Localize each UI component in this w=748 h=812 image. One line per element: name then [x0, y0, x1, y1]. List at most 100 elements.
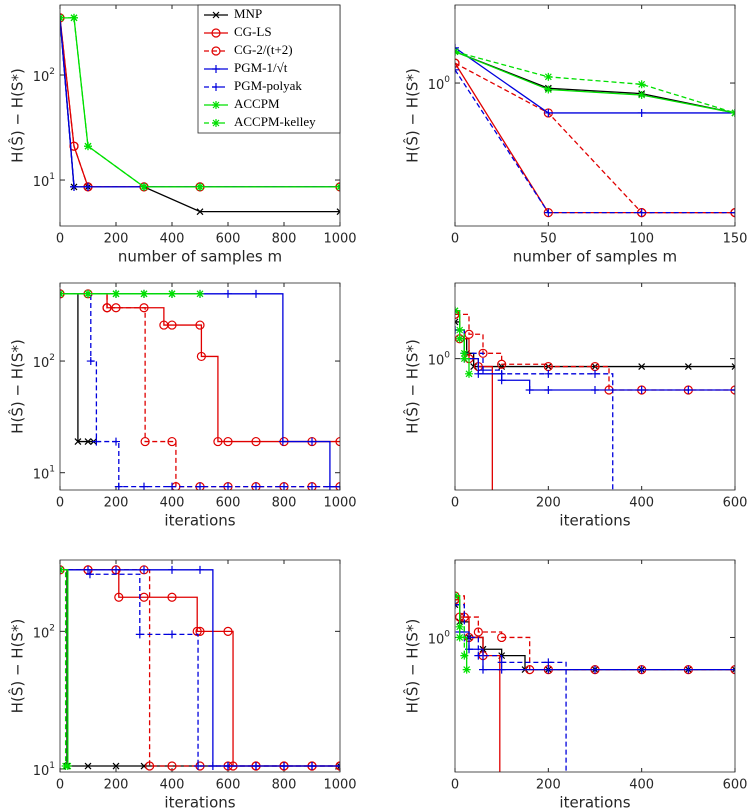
x-tick-label: 600	[216, 778, 241, 793]
marker	[252, 762, 260, 771]
marker	[336, 208, 340, 216]
marker	[112, 762, 120, 770]
panel: 0 200 400 600 800 1000 101 102 number of samples…	[8, 4, 357, 266]
marker	[544, 208, 553, 217]
marker	[112, 437, 120, 446]
marker	[544, 658, 553, 667]
legend-label: PGM-polyak	[234, 78, 302, 93]
x-tick-label: 400	[160, 778, 185, 793]
x-tick-label: 200	[536, 496, 561, 511]
legend-label: CG-LS	[234, 24, 272, 39]
marker	[168, 482, 176, 490]
plot-area	[60, 283, 340, 490]
marker	[168, 630, 176, 639]
marker	[497, 658, 506, 667]
marker	[196, 351, 206, 362]
marker	[497, 632, 507, 643]
marker	[252, 482, 260, 490]
y-axis-label: H(Ŝ) − H(S*)	[8, 619, 27, 714]
marker	[196, 208, 204, 216]
x-tick-label: 200	[104, 232, 129, 247]
marker	[70, 13, 78, 22]
y-tick-label: 100	[428, 350, 451, 368]
marker	[114, 592, 124, 602]
marker	[455, 601, 459, 609]
marker	[455, 318, 459, 326]
plot-area	[60, 560, 340, 772]
marker	[61, 762, 70, 771]
marker	[84, 289, 92, 298]
plot-frame	[454, 559, 736, 773]
marker	[145, 761, 155, 771]
x-tick-label: 150	[723, 232, 748, 247]
marker	[140, 436, 150, 447]
plot-frame	[59, 282, 341, 491]
x-tick-label: 400	[629, 778, 654, 793]
marker	[637, 108, 646, 117]
marker	[455, 65, 459, 74]
x-tick-label: 1000	[323, 232, 356, 247]
marker	[308, 437, 316, 446]
marker	[460, 349, 469, 358]
panel: 0 200 400 600 800 1000 101 102 iterations H(Ŝ) − …	[8, 559, 357, 812]
marker	[473, 627, 483, 637]
marker	[196, 182, 204, 191]
panel: 0 200 400 600 800 1000 101 102 iterations H(Ŝ) − …	[8, 282, 357, 530]
marker	[591, 665, 599, 674]
x-tick-label: 400	[629, 496, 654, 511]
marker	[112, 289, 120, 298]
x-tick-label: 0	[451, 496, 459, 511]
legend-label: CG-2/(t+2)	[234, 42, 293, 57]
y-tick-label: 102	[33, 353, 55, 371]
plot-lines	[455, 591, 735, 772]
plot-lines	[60, 13, 340, 216]
marker	[488, 530, 496, 538]
marker	[251, 436, 261, 447]
marker	[455, 334, 464, 343]
x-tick-label: 200	[104, 778, 129, 793]
legend-label: ACCPM	[234, 96, 280, 111]
marker	[196, 565, 204, 574]
marker	[455, 633, 464, 642]
series-line	[455, 604, 567, 772]
legend-label: ACCPM-kelley	[234, 114, 316, 129]
marker	[112, 565, 120, 574]
series-line	[455, 51, 735, 114]
marker	[684, 665, 693, 674]
marker	[497, 359, 507, 369]
marker	[731, 666, 735, 674]
x-tick-label: 0	[56, 496, 64, 511]
series-line	[455, 51, 735, 114]
plot-lines	[455, 43, 735, 218]
x-tick-label: 600	[723, 496, 748, 511]
y-tick-label: 100	[428, 629, 451, 647]
marker	[196, 289, 204, 298]
marker	[195, 320, 205, 330]
y-axis-label: H(Ŝ) − H(S*)	[403, 68, 422, 163]
marker	[211, 28, 221, 38]
marker	[335, 436, 340, 447]
marker	[168, 289, 176, 298]
marker	[196, 482, 204, 490]
plot-frame	[59, 559, 341, 773]
series-line	[455, 47, 735, 114]
y-tick-label: 101	[33, 760, 55, 778]
marker	[455, 600, 459, 609]
marker	[114, 482, 123, 490]
marker	[84, 438, 92, 446]
plot-lines	[60, 289, 340, 490]
marker	[194, 762, 203, 771]
marker	[140, 482, 148, 490]
x-axis-label: number of samples m	[118, 248, 282, 266]
y-tick-label: 102	[33, 623, 55, 641]
marker	[638, 363, 646, 370]
x-tick-label: 1000	[323, 778, 356, 793]
marker	[168, 565, 176, 574]
x-axis-label: iterations	[559, 512, 630, 530]
marker	[497, 665, 506, 674]
x-tick-label: 600	[216, 232, 241, 247]
marker	[280, 482, 288, 490]
marker	[140, 182, 148, 191]
